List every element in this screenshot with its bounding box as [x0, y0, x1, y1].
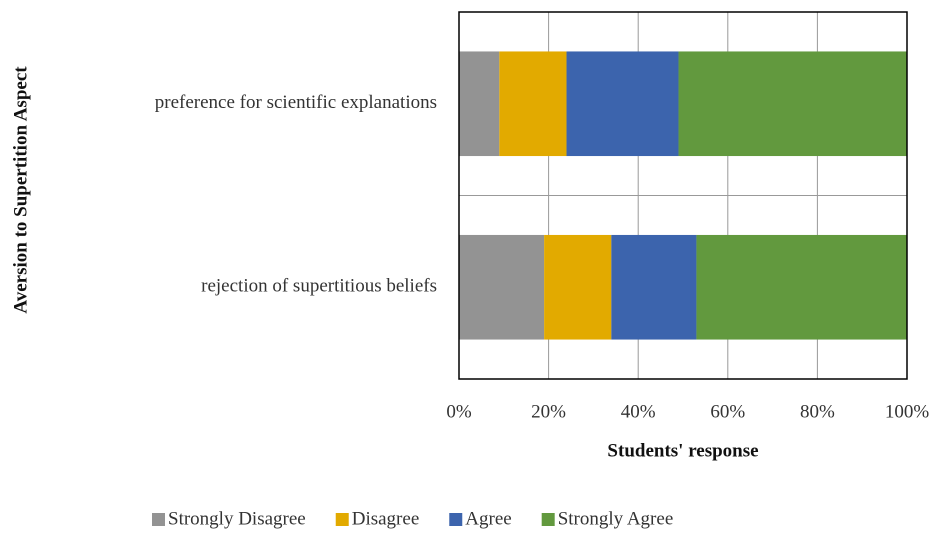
x-tick-label: 80%: [800, 401, 835, 422]
bar-segment: [459, 51, 500, 157]
legend-label: Strongly Disagree: [168, 508, 306, 529]
legend-swatch: [335, 513, 349, 526]
x-tick-label: 100%: [885, 401, 930, 422]
bar-segment: [544, 234, 612, 340]
bar-segment: [611, 234, 697, 340]
legend-label: Agree: [465, 508, 511, 529]
y-tick-label: preference for scientific explanations: [155, 92, 437, 113]
y-tick-label: rejection of supertitious beliefs: [201, 276, 437, 297]
bar-segment: [566, 51, 679, 157]
y-axis-title: Aversion to Supertition Aspect: [10, 66, 31, 314]
bar-segment: [459, 234, 545, 340]
legend-swatch: [152, 513, 165, 526]
legend-label: Disagree: [352, 508, 420, 529]
plot-border: [458, 11, 908, 380]
bar-segment: [678, 51, 907, 157]
x-tick-label: 20%: [531, 401, 566, 422]
x-tick-label: 60%: [710, 401, 745, 422]
bar-segment: [499, 51, 567, 157]
legend-label: Strongly Agree: [558, 508, 674, 529]
x-tick-label: 0%: [446, 401, 472, 422]
legend-swatch: [449, 513, 463, 526]
legend-swatch: [541, 513, 555, 526]
bar-segment: [696, 234, 907, 340]
x-axis-title: Students' response: [607, 440, 758, 461]
x-tick-label: 40%: [621, 401, 656, 422]
